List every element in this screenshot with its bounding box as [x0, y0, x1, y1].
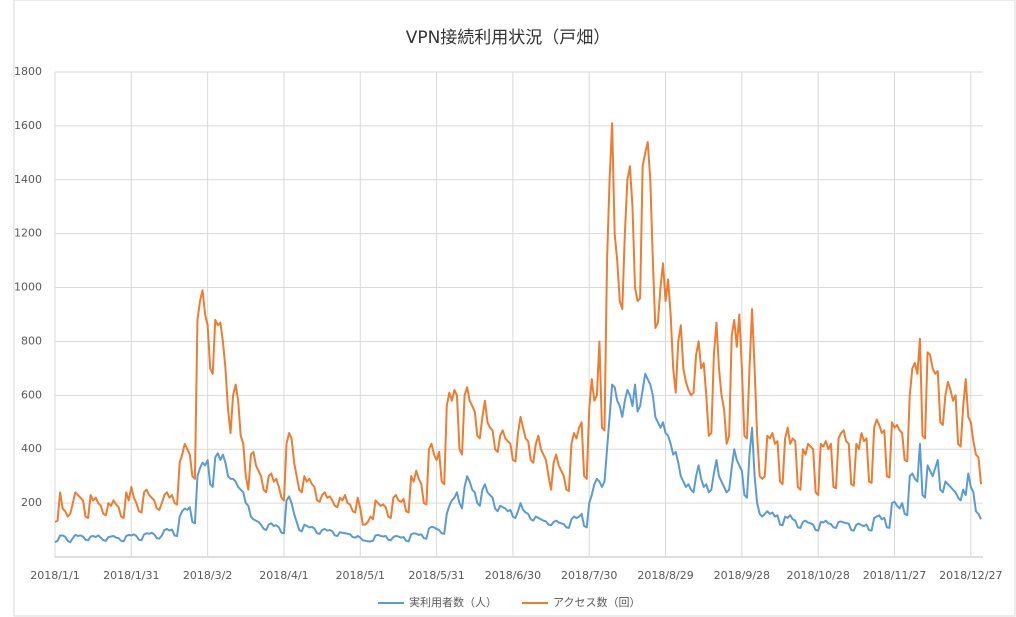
x-tick-label: 2018/1/1	[30, 569, 79, 582]
legend-label: アクセス数（回）	[553, 596, 640, 609]
x-tick-label: 2018/8/29	[637, 569, 693, 582]
x-tick-label: 2018/3/2	[183, 569, 232, 582]
x-tick-label: 2018/4/1	[259, 569, 308, 582]
y-tick-label: 600	[21, 388, 42, 401]
x-tick-label: 2018/1/31	[103, 569, 159, 582]
y-tick-label: 1400	[14, 173, 42, 186]
chart-frame	[13, 0, 1016, 617]
x-tick-label: 2018/7/30	[561, 569, 617, 582]
y-tick-label: 200	[21, 496, 42, 509]
y-tick-label: 1600	[14, 119, 42, 132]
y-tick-label: 400	[21, 442, 42, 455]
x-tick-label: 2018/5/1	[336, 569, 385, 582]
x-tick-label: 2018/5/31	[408, 569, 464, 582]
series-line	[54, 122, 982, 526]
chart-title: VPN接続利用状況（戸畑）	[406, 28, 611, 48]
y-tick-label: 1000	[14, 281, 42, 294]
x-tick-label: 2018/11/27	[863, 569, 926, 582]
x-tick-label: 2018/10/28	[786, 569, 849, 582]
y-tick-label: 1200	[14, 227, 42, 240]
legend-label: 実利用者数（人）	[409, 595, 497, 609]
y-tick-label: 800	[21, 334, 42, 347]
series-line	[54, 372, 982, 544]
x-tick-label: 2018/6/30	[485, 569, 541, 582]
x-tick-label: 2018/12/27	[939, 569, 1002, 582]
y-tick-label: 1800	[14, 65, 42, 78]
x-tick-label: 2018/9/28	[714, 569, 770, 582]
